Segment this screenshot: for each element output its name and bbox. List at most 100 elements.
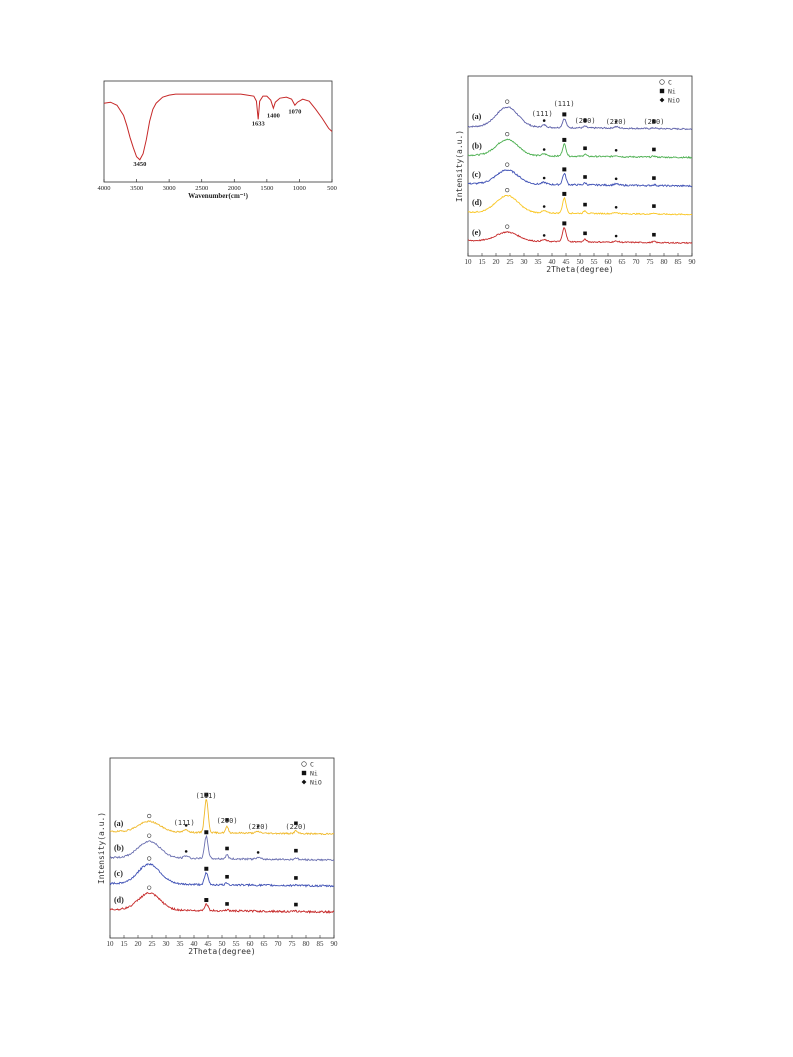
marker-ni	[583, 202, 587, 207]
marker-nio	[256, 825, 260, 828]
marker-ni	[562, 221, 567, 226]
miller-index-label: (200)	[575, 117, 596, 125]
marker-ni	[652, 119, 656, 124]
x-tick-label: 70	[633, 258, 641, 266]
marker-ni	[204, 898, 209, 903]
x-tick-label: 90	[331, 940, 339, 948]
series-label: (d)	[114, 896, 124, 905]
x-tick-label: 50	[577, 258, 585, 266]
legend-marker-c	[301, 761, 307, 767]
x-tick-label: 90	[689, 258, 697, 266]
x-tick-label: 65	[619, 258, 627, 266]
marker-c	[147, 813, 152, 819]
marker-ni	[652, 176, 656, 180]
x-tick-label: 20	[493, 258, 501, 266]
marker-c	[505, 224, 510, 229]
marker-ni	[562, 112, 567, 117]
marker-ni	[562, 167, 567, 172]
x-tick-label: 55	[233, 940, 241, 948]
marker-c	[147, 856, 152, 861]
x-tick-label: 40	[191, 940, 199, 948]
marker-nio	[256, 851, 260, 854]
series-line-4	[467, 227, 693, 245]
marker-ni	[652, 204, 656, 208]
marker-ni	[562, 137, 567, 142]
x-tick-label: 75	[647, 258, 655, 266]
series-label: (b)	[114, 844, 124, 853]
marker-ni	[294, 902, 298, 907]
marker-nio	[542, 205, 546, 208]
plot-frame	[467, 75, 693, 257]
marker-nio	[614, 149, 618, 152]
xrd-chart-top: 10 15 20 25 30 35 40 45 50 55 60 65 70 75 80 85 90 2Theta…	[452, 74, 700, 278]
series-label: (a)	[114, 819, 124, 828]
x-tick-label: 3500	[130, 185, 143, 192]
xrd-chart-bottom: 10 15 20 25 30 35 40 45 50 55 60 65 70 75 80 85 90 2Theta…	[94, 756, 342, 960]
series-line-0	[467, 106, 693, 131]
x-axis-title: 2Theta(degree)	[188, 947, 255, 956]
ftir-chart: 4000 3500 3000 2500 2000 1500 1000 500 3450 1633 1…	[96, 78, 340, 202]
marker-c	[147, 885, 152, 890]
x-tick-label: 35	[535, 258, 543, 266]
series-label: (d)	[472, 198, 482, 207]
marker-nio	[614, 177, 618, 181]
marker-ni	[225, 874, 229, 879]
x-tick-label: 45	[205, 940, 213, 948]
x-tick-label: 3000	[163, 185, 176, 192]
x-tick-label: 50	[219, 940, 227, 948]
x-tick-label: 1500	[260, 185, 273, 192]
x-tick-label: 40	[549, 258, 557, 266]
legend-marker-ni	[659, 88, 665, 94]
xrd-plot-top: 10 15 20 25 30 35 40 45 50 55 60 65 70 75 80 85 90 2Theta…	[455, 75, 697, 274]
x-tick-label: 25	[507, 258, 515, 266]
marker-nio	[614, 120, 618, 123]
marker-ni	[583, 231, 587, 236]
legend-marker-ni	[301, 770, 307, 776]
marker-nio	[542, 234, 546, 237]
x-tick-label: 4000	[98, 185, 111, 192]
x-tick-label: 1000	[293, 185, 306, 192]
x-tick-label: 15	[479, 258, 487, 266]
marker-ni	[652, 232, 656, 237]
x-axis-title: 2Theta(degree)	[546, 265, 613, 274]
legend-label: Ni	[668, 87, 676, 95]
marker-ni	[225, 846, 229, 851]
marker-ni	[562, 191, 567, 196]
marker-ni	[294, 876, 298, 880]
x-tick-label: 70	[275, 940, 283, 948]
miller-index-label: (111)	[174, 819, 195, 827]
series-label: (c)	[472, 170, 481, 179]
x-tick-label: 60	[605, 258, 613, 266]
marker-nio	[542, 176, 546, 180]
x-tick-label: 25	[149, 940, 157, 948]
miller-index-label: (200)	[217, 817, 238, 825]
marker-ni	[294, 821, 298, 826]
x-tick-label: 20	[135, 940, 143, 948]
miller-index-label: (220)	[248, 823, 269, 831]
x-tick-label: 10	[465, 258, 473, 266]
series-line-2	[467, 169, 693, 188]
legend-marker-c	[659, 79, 665, 85]
x-tick-label: 2000	[228, 185, 241, 192]
marker-ni	[225, 902, 229, 906]
miller-index-label: (111)	[196, 792, 217, 800]
marker-c	[147, 833, 152, 838]
legend-label: C	[668, 78, 672, 86]
x-tick-label: 75	[289, 940, 297, 948]
series-line-1	[467, 138, 693, 159]
marker-ni	[583, 175, 587, 179]
marker-ni	[204, 866, 209, 871]
marker-nio	[542, 148, 546, 151]
series-label: (c)	[114, 869, 123, 878]
x-tick-label: 10	[107, 940, 115, 948]
miller-index-label: (220)	[285, 823, 306, 831]
marker-ni	[225, 818, 229, 822]
series-label: (b)	[472, 141, 482, 150]
series-label: (e)	[472, 228, 481, 237]
miller-index-label: (220)	[606, 118, 627, 126]
legend-label: C	[310, 760, 314, 768]
legend-label: NiO	[668, 96, 680, 104]
marker-ni	[294, 848, 298, 853]
series-line-2	[109, 862, 335, 888]
marker-c	[505, 131, 510, 137]
